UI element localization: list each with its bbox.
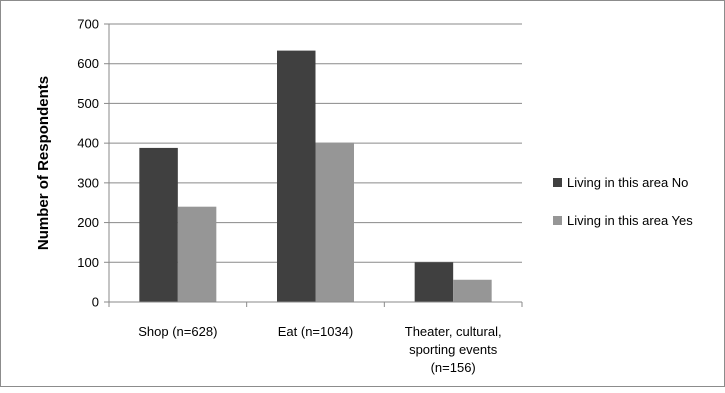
x-category-label: Eat (n=1034) (278, 324, 354, 339)
bar-yes-1 (315, 142, 354, 302)
legend-swatch-yes (553, 216, 562, 225)
y-tick-label: 400 (77, 136, 99, 151)
legend: Living in this area No Living in this are… (553, 175, 693, 228)
y-tick-label: 0 (92, 295, 99, 310)
x-category-label: Theater, cultural, sporting events (n=156) (405, 324, 502, 375)
legend-swatch-no (553, 178, 562, 187)
y-axis-title: Number of Respondents (35, 76, 52, 250)
y-tick-label: 200 (77, 215, 99, 230)
y-tick-label: 300 (77, 175, 99, 190)
y-tick-label: 100 (77, 255, 99, 270)
y-axis: 0 100 200 300 400 500 600 700 (77, 17, 110, 310)
y-tick-label: 500 (77, 96, 99, 111)
bar-yes-2 (453, 279, 492, 302)
y-tick-label: 600 (77, 56, 99, 71)
y-tick-label: 700 (77, 17, 99, 32)
plot-area (139, 50, 492, 303)
legend-label-yes: Living in this area Yes (567, 213, 693, 228)
bar-no-0 (139, 147, 178, 302)
bar-no-1 (277, 50, 316, 303)
bar-yes-0 (177, 206, 217, 302)
x-axis: Shop (n=628) Eat (n=1034) Theater, cultura… (108, 301, 523, 375)
x-category-label: Shop (n=628) (138, 324, 217, 339)
bar-no-2 (414, 262, 454, 302)
legend-label-no: Living in this area No (567, 175, 688, 190)
